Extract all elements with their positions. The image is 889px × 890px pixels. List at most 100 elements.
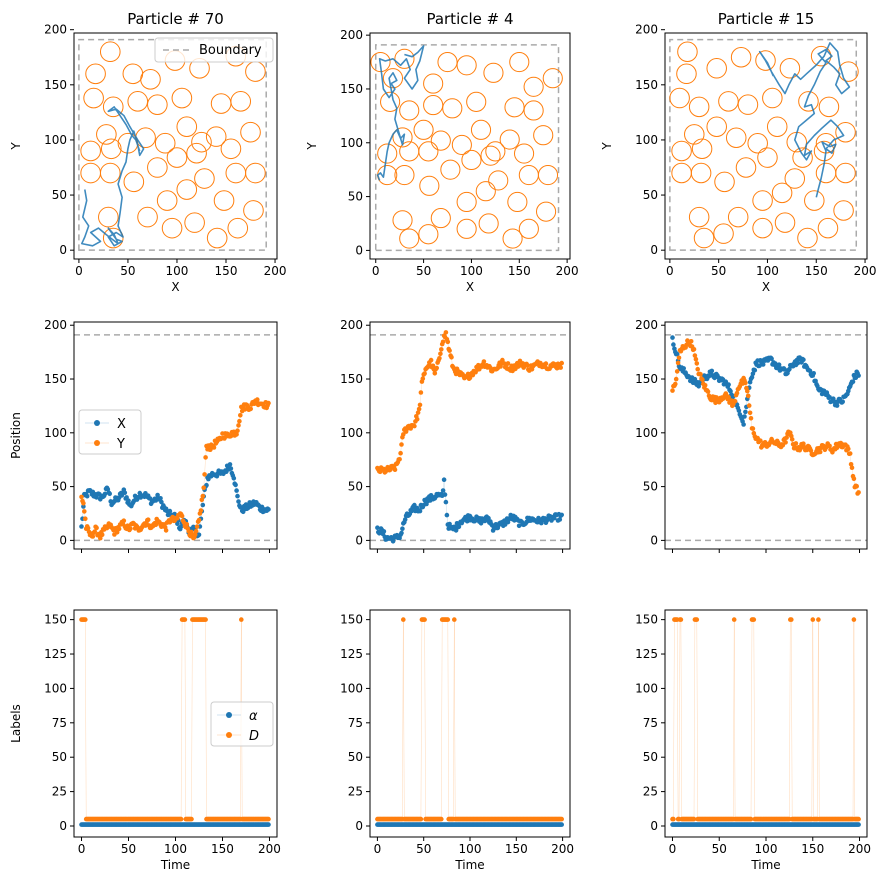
legend-label: X (117, 417, 126, 432)
data-point (199, 497, 205, 503)
obstacle-circle (419, 175, 440, 196)
y-tick-label: 0 (355, 243, 363, 257)
obstacle-circle (377, 143, 398, 164)
data-point (671, 816, 676, 822)
data-point (107, 491, 112, 497)
obstacle-circle (730, 46, 752, 68)
trajectory-line (376, 45, 425, 181)
data-point (418, 816, 424, 822)
obstacle-circle (671, 162, 692, 184)
data-point (827, 395, 832, 400)
y-tick-label: 50 (52, 750, 67, 764)
obstacle-circle (792, 147, 813, 168)
obstacle-circle (382, 68, 404, 89)
legend-box (154, 37, 274, 63)
x-axis-label: X (466, 280, 474, 294)
obstacle-circle (456, 191, 477, 213)
data-point (854, 484, 859, 489)
data-point (400, 526, 405, 531)
obstacle-circle (171, 87, 193, 109)
data-point (557, 517, 563, 522)
obstacle-circle (220, 138, 242, 160)
x-tick-label: 150 (805, 264, 828, 278)
boundary-box (78, 38, 267, 251)
data-point (728, 388, 733, 394)
obstacle-circle (507, 191, 528, 213)
data-point (559, 816, 564, 822)
obstacle-circle (99, 41, 121, 63)
y-tick-label: 0 (59, 243, 67, 257)
data-point (92, 529, 97, 534)
data-point (671, 342, 676, 347)
obstacle-circle (533, 125, 554, 146)
y-tick-label: 75 (643, 716, 658, 730)
data-point (742, 414, 747, 419)
y-tick-label: 50 (348, 190, 363, 204)
obstacle-circle (513, 143, 535, 164)
obstacle-circle (833, 200, 854, 221)
x-tick-label: 0 (372, 264, 380, 278)
data-point (416, 406, 422, 412)
y-axis-label: Position (9, 412, 23, 459)
y-tick-label: 200 (340, 28, 363, 42)
data-point (83, 617, 88, 622)
data-point (444, 512, 450, 518)
obstacle-circle (518, 218, 539, 239)
obstacle-circle (818, 96, 840, 118)
x-tick-label: 100 (755, 842, 778, 856)
obstacle-circle (194, 168, 215, 189)
y-tick-label: 200 (44, 318, 67, 332)
y-axis-label: Y (600, 142, 614, 151)
y-tick-label: 200 (340, 318, 363, 332)
data-point (758, 438, 763, 444)
obstacle-circle (669, 87, 690, 109)
data-point (795, 360, 801, 366)
x-tick-label: 0 (666, 264, 674, 278)
data-point (422, 371, 427, 376)
data-point (211, 445, 217, 450)
obstacle-circle (206, 227, 228, 249)
x-tick-label: 150 (211, 842, 234, 856)
y-tick-label: 50 (52, 188, 67, 202)
series-points-X (375, 477, 564, 544)
panel-position-15: 0 50 100 150 200 (635, 318, 868, 553)
obstacle-circle (135, 127, 156, 149)
y-tick-label: 200 (635, 23, 658, 37)
x-axis-label: X (762, 280, 770, 294)
obstacle-circle (413, 119, 434, 140)
data-point (543, 361, 549, 366)
obstacle-circle (176, 116, 198, 138)
obstacle-circle (392, 210, 413, 231)
obstacle-circle (815, 162, 837, 184)
obstacle-circle (156, 190, 178, 211)
series-points-X (670, 335, 861, 427)
axes-frame (664, 609, 868, 838)
plot-area (669, 38, 859, 251)
series-line-D (377, 619, 562, 820)
data-point (401, 617, 406, 622)
obstacle-circle (102, 96, 124, 118)
series-points-D (79, 617, 271, 822)
x-tick-label: 150 (215, 264, 238, 278)
data-point (750, 426, 756, 431)
data-point (189, 816, 194, 822)
data-point (780, 443, 786, 448)
data-point (807, 368, 813, 374)
data-point (793, 441, 799, 446)
chart-title: Particle # 70 (127, 10, 224, 28)
x-tick-label: 0 (78, 842, 86, 856)
data-point (447, 521, 452, 527)
obstacle-circle (714, 171, 735, 193)
obstacle-circle (243, 200, 264, 221)
x-tick-label: 150 (508, 264, 531, 278)
data-point (447, 348, 452, 353)
data-point (439, 347, 444, 352)
obstacle-circle (798, 91, 819, 112)
data-point (748, 416, 754, 421)
data-point (525, 362, 530, 368)
data-point (559, 512, 564, 518)
panel-trajectory-15: 0 50 100 150 200 0 50 100 150 200 Particle # 15 X Y (600, 10, 877, 294)
obstacle-circle (430, 130, 451, 151)
obstacle-circle (684, 124, 705, 145)
obstacle-circle (440, 159, 461, 180)
